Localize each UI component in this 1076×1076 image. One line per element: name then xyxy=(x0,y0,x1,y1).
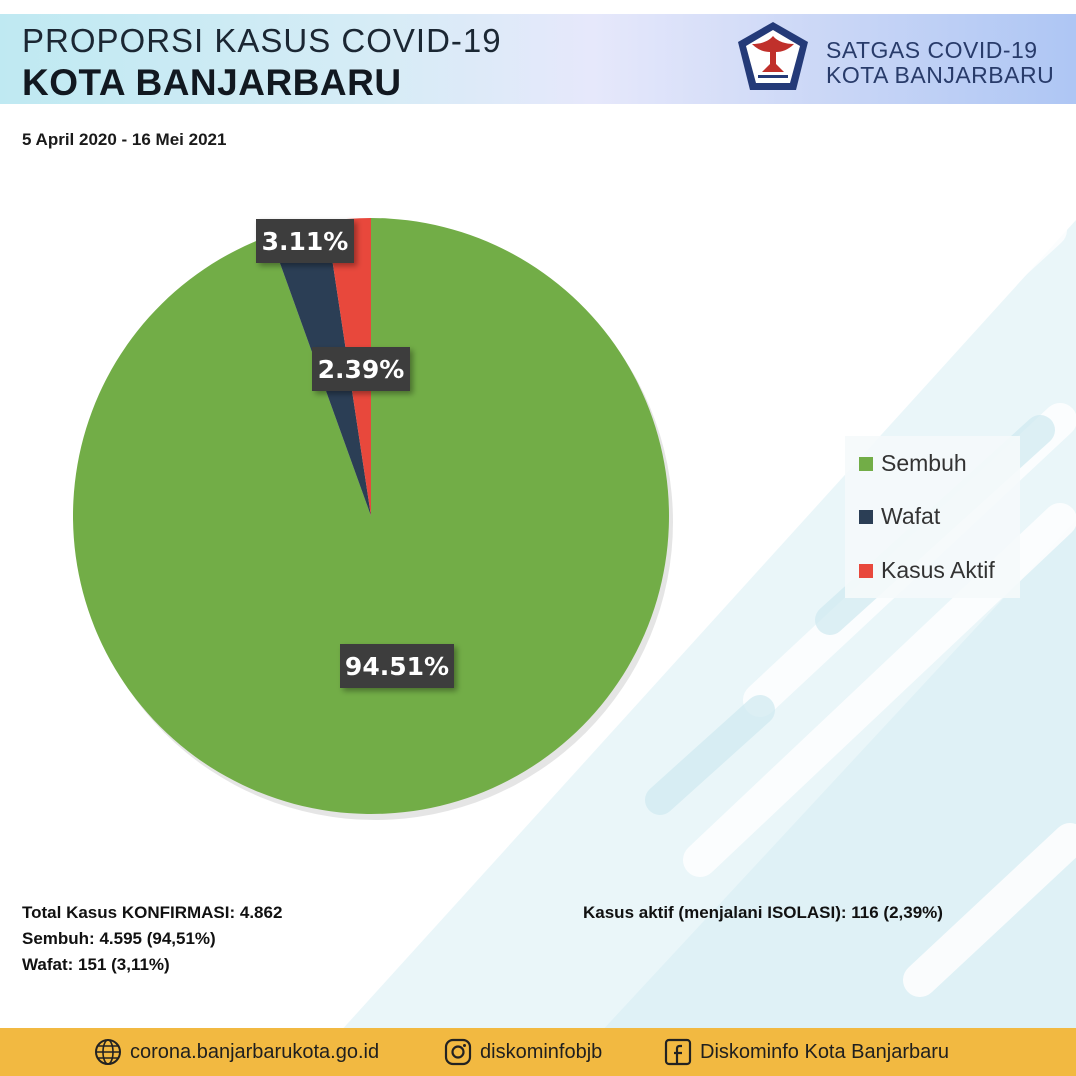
globe-icon xyxy=(95,1039,121,1065)
data-label-wafat: 3.11% xyxy=(256,219,354,263)
legend-label-kasus-aktif: Kasus Aktif xyxy=(881,557,995,583)
page-title-line2: KOTA BANJARBARU xyxy=(22,62,402,103)
date-range: 5 April 2020 - 16 Mei 2021 xyxy=(22,130,227,149)
data-label-kasus-aktif: 2.39% xyxy=(312,347,410,391)
footer-instagram[interactable]: diskominfobjb xyxy=(444,1038,602,1066)
legend-label-wafat: Wafat xyxy=(881,503,941,529)
data-label-box-sembuh xyxy=(340,644,454,688)
facebook-icon xyxy=(664,1038,692,1066)
data-label-text-kasus-aktif: 2.39% xyxy=(318,355,405,384)
legend-label-sembuh: Sembuh xyxy=(881,450,967,476)
data-label-sembuh: 94.51% xyxy=(340,644,454,688)
stat-total: Total Kasus KONFIRMASI: 4.862 xyxy=(22,903,283,922)
legend-swatch-kasus-aktif xyxy=(859,563,873,578)
org-name-line1: SATGAS COVID-19 xyxy=(826,37,1038,63)
data-label-box-kasus-aktif xyxy=(312,347,410,391)
stat-sembuh: Sembuh: 4.595 (94,51%) xyxy=(22,929,216,948)
data-label-text-sembuh: 94.51% xyxy=(345,652,449,681)
header-band xyxy=(0,14,1076,104)
footer-bar: corona.banjarbarukota.go.id diskominfobj… xyxy=(0,1028,1076,1076)
instagram-icon xyxy=(444,1038,472,1066)
chart-legend: Sembuh Wafat Kasus Aktif xyxy=(845,436,1020,598)
footer-facebook[interactable]: Diskominfo Kota Banjarbaru xyxy=(664,1038,949,1066)
legend-item-sembuh: Sembuh xyxy=(859,450,967,477)
stat-aktif: Kasus aktif (menjalani ISOLASI): 116 (2,… xyxy=(583,903,943,922)
footer-website-text: corona.banjarbarukota.go.id xyxy=(130,1040,380,1063)
page-title-line1: PROPORSI KASUS COVID-19 xyxy=(22,22,502,59)
data-label-text-wafat: 3.11% xyxy=(262,227,349,256)
footer-facebook-text: Diskominfo Kota Banjarbaru xyxy=(700,1040,950,1063)
legend-swatch-wafat xyxy=(859,509,873,524)
footer-instagram-text: diskominfobjb xyxy=(480,1040,603,1063)
data-label-box-wafat xyxy=(256,219,354,263)
stat-wafat: Wafat: 151 (3,11%) xyxy=(22,955,170,974)
footer-website[interactable]: corona.banjarbarukota.go.id xyxy=(94,1038,379,1066)
legend-item-kasus-aktif: Kasus Aktif xyxy=(859,557,995,584)
garuda-emblem-icon xyxy=(738,22,808,90)
legend-item-wafat: Wafat xyxy=(859,503,940,530)
legend-swatch-sembuh xyxy=(859,456,873,471)
org-name-line2: KOTA BANJARBARU xyxy=(826,62,1055,88)
